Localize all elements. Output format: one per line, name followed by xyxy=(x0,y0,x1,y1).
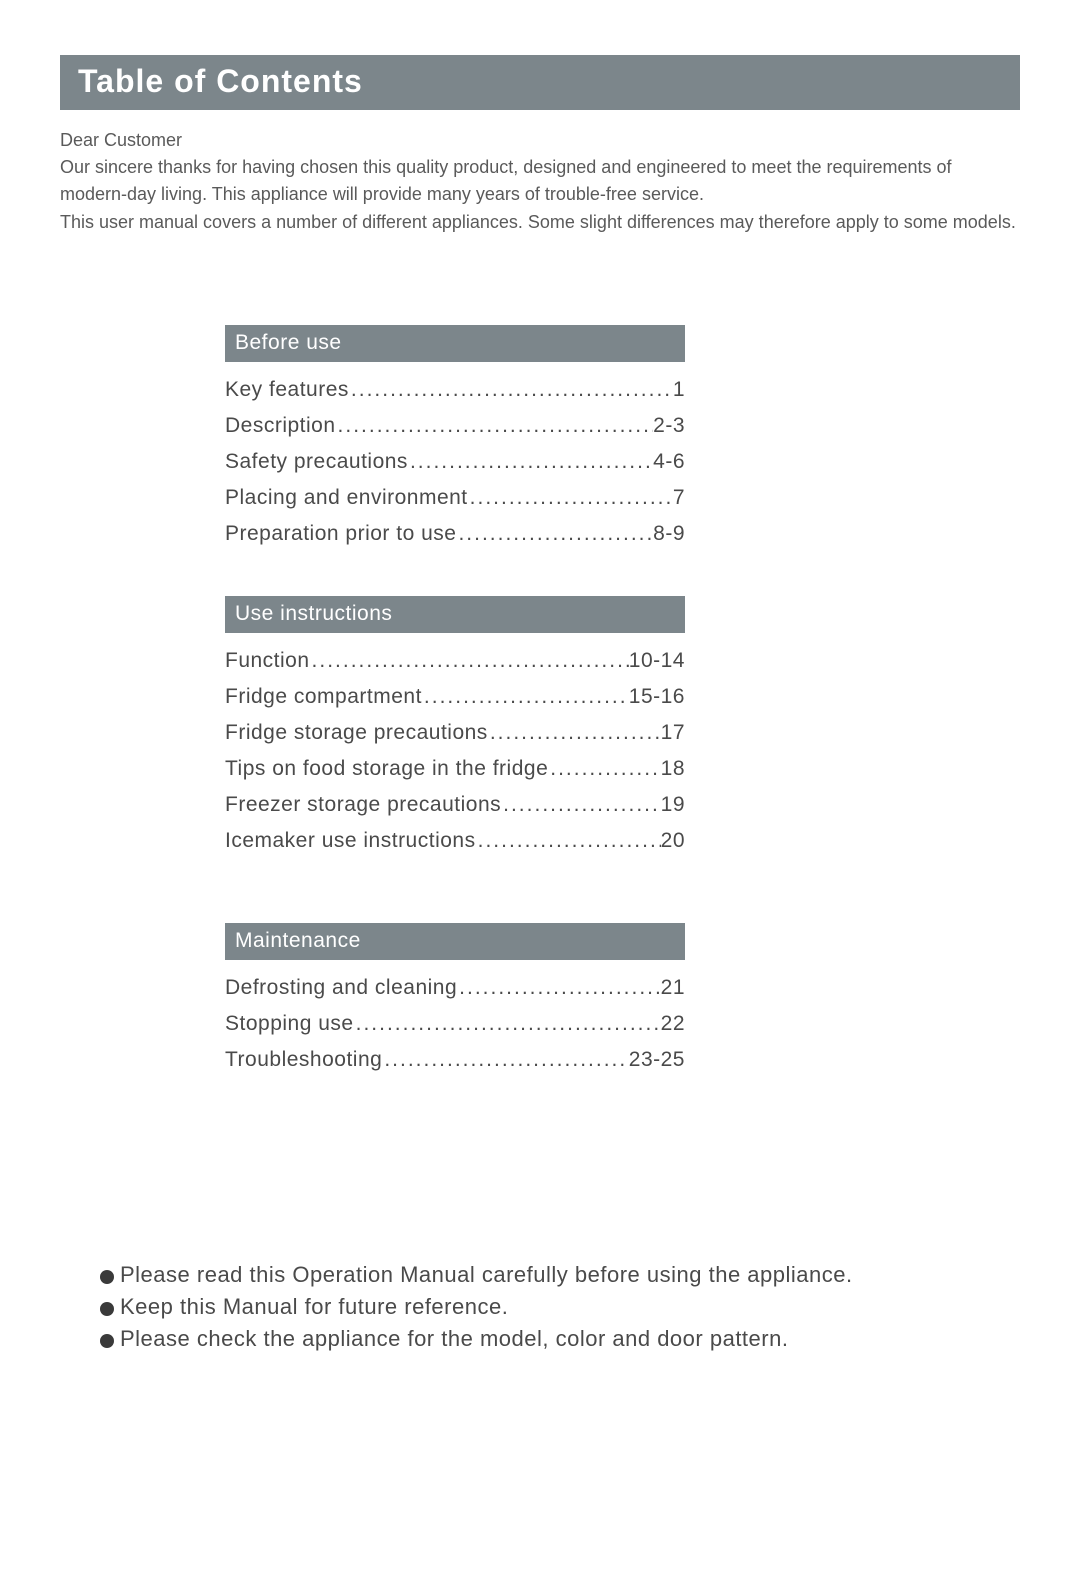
toc-label: Fridge compartment xyxy=(225,685,422,709)
note-text: Please read this Operation Manual carefu… xyxy=(120,1262,853,1288)
note-item: Please read this Operation Manual carefu… xyxy=(100,1262,1020,1288)
toc-leader-dots: ........................................… xyxy=(422,685,629,709)
toc-label: Stopping use xyxy=(225,1012,354,1036)
toc-entry: Tips on food storage in the fridge .....… xyxy=(225,757,685,781)
intro-line: Our sincere thanks for having chosen thi… xyxy=(60,155,1020,180)
toc-page: 21 xyxy=(661,976,685,1000)
toc-page: 19 xyxy=(661,793,685,817)
toc-entry: Stopping use ...........................… xyxy=(225,1012,685,1036)
section-header: Maintenance xyxy=(225,923,685,960)
toc-entry: Placing and environment ................… xyxy=(225,486,685,510)
toc-entry: Key features ...........................… xyxy=(225,378,685,402)
toc-entry: Function ...............................… xyxy=(225,649,685,673)
toc-label: Key features xyxy=(225,378,349,402)
toc-entry: Freezer storage precautions ............… xyxy=(225,793,685,817)
toc-leader-dots: ........................................… xyxy=(456,522,653,546)
toc-page: 17 xyxy=(661,721,685,745)
page-title-bar: Table of Contents xyxy=(60,55,1020,110)
note-text: Keep this Manual for future reference. xyxy=(120,1294,508,1320)
page-title: Table of Contents xyxy=(78,63,363,99)
toc-page: 22 xyxy=(661,1012,685,1036)
toc-label: Placing and environment xyxy=(225,486,468,510)
toc-leader-dots: ........................................… xyxy=(457,976,660,1000)
toc-entry: Safety precautions .....................… xyxy=(225,450,685,474)
toc-page: 18 xyxy=(661,757,685,781)
toc-section-before-use: Before use Key features ................… xyxy=(225,325,685,546)
intro-line: This user manual covers a number of diff… xyxy=(60,210,1020,235)
toc-label: Troubleshooting xyxy=(225,1048,382,1072)
toc-page: 4-6 xyxy=(653,450,685,474)
toc-leader-dots: ........................................… xyxy=(408,450,653,474)
toc-leader-dots: ........................................… xyxy=(310,649,629,673)
note-item: Keep this Manual for future reference. xyxy=(100,1294,1020,1320)
intro-line: Dear Customer xyxy=(60,128,1020,153)
toc-page: 7 xyxy=(673,486,685,510)
bullet-icon xyxy=(100,1270,114,1284)
toc-section-maintenance: Maintenance Defrosting and cleaning ....… xyxy=(225,923,685,1072)
toc-label: Fridge storage precautions xyxy=(225,721,488,745)
footer-notes: Please read this Operation Manual carefu… xyxy=(100,1262,1020,1352)
toc-leader-dots: ........................................… xyxy=(336,414,654,438)
toc-page: 23-25 xyxy=(629,1048,685,1072)
toc-page: 8-9 xyxy=(653,522,685,546)
toc-section-use-instructions: Use instructions Function ..............… xyxy=(225,596,685,853)
toc-page: 10-14 xyxy=(629,649,685,673)
bullet-icon xyxy=(100,1302,114,1316)
toc-entry: Preparation prior to use ...............… xyxy=(225,522,685,546)
toc-leader-dots: ........................................… xyxy=(501,793,661,817)
toc-entry: Fridge storage precautions .............… xyxy=(225,721,685,745)
toc-label: Safety precautions xyxy=(225,450,408,474)
toc-label: Tips on food storage in the fridge xyxy=(225,757,548,781)
toc-leader-dots: ........................................… xyxy=(382,1048,628,1072)
document-page: Table of Contents Dear Customer Our sinc… xyxy=(0,0,1080,1418)
toc-page: 20 xyxy=(661,829,685,853)
toc-leader-dots: ........................................… xyxy=(548,757,660,781)
toc-label: Icemaker use instructions xyxy=(225,829,476,853)
toc-label: Preparation prior to use xyxy=(225,522,456,546)
toc-label: Description xyxy=(225,414,336,438)
section-header: Before use xyxy=(225,325,685,362)
toc-label: Defrosting and cleaning xyxy=(225,976,457,1000)
toc-label: Function xyxy=(225,649,310,673)
toc-page: 2-3 xyxy=(653,414,685,438)
intro-block: Dear Customer Our sincere thanks for hav… xyxy=(60,128,1020,235)
toc-entry: Fridge compartment .....................… xyxy=(225,685,685,709)
note-text: Please check the appliance for the model… xyxy=(120,1326,788,1352)
toc-label: Freezer storage precautions xyxy=(225,793,501,817)
intro-line: modern-day living. This appliance will p… xyxy=(60,182,1020,207)
note-item: Please check the appliance for the model… xyxy=(100,1326,1020,1352)
toc-entry: Icemaker use instructions ..............… xyxy=(225,829,685,853)
toc-leader-dots: ........................................… xyxy=(488,721,661,745)
toc-leader-dots: ........................................… xyxy=(468,486,673,510)
section-header: Use instructions xyxy=(225,596,685,633)
toc-leader-dots: ........................................… xyxy=(476,829,661,853)
toc-entry: Defrosting and cleaning ................… xyxy=(225,976,685,1000)
toc-leader-dots: ........................................… xyxy=(354,1012,661,1036)
toc-entry: Troubleshooting ........................… xyxy=(225,1048,685,1072)
toc-page: 15-16 xyxy=(629,685,685,709)
toc-page: 1 xyxy=(673,378,685,402)
toc-container: Before use Key features ................… xyxy=(225,325,685,1072)
toc-entry: Description ............................… xyxy=(225,414,685,438)
toc-leader-dots: ........................................… xyxy=(349,378,673,402)
bullet-icon xyxy=(100,1334,114,1348)
